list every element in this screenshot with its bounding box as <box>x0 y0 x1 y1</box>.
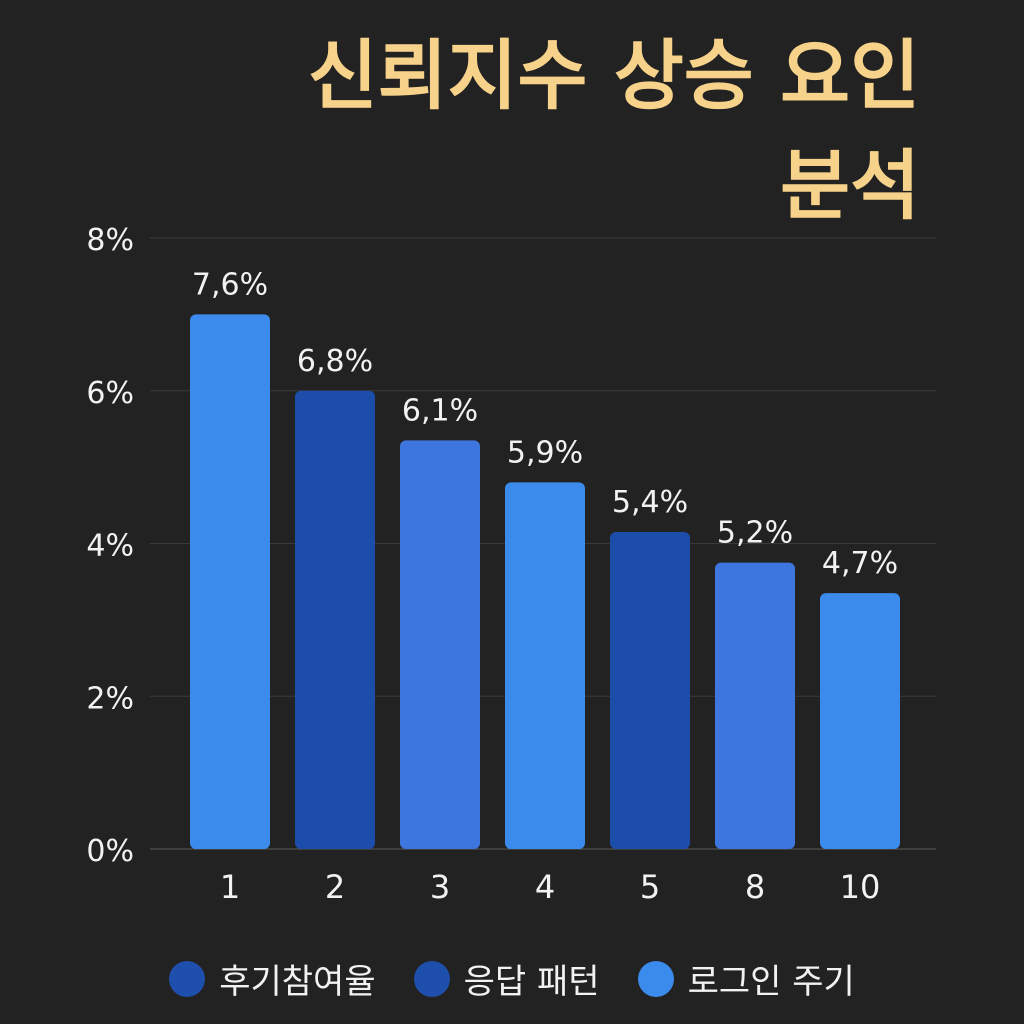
chart-title-line1: 신뢰지수 상승 요인 <box>307 31 920 120</box>
x-tick-label: 2 <box>325 868 345 906</box>
legend-swatch <box>169 960 206 997</box>
legend-label: 후기참여율 <box>219 962 376 1002</box>
bar <box>715 562 795 849</box>
data-label: 6,1% <box>402 393 478 428</box>
legend-swatch <box>637 960 674 997</box>
legend-item: 응답 패턴 <box>413 954 600 1003</box>
bar <box>505 482 585 849</box>
bar <box>190 314 270 849</box>
y-tick-label: 0% <box>86 834 134 869</box>
legend-label: 로그인 주기 <box>687 962 855 1002</box>
x-tick-label: 3 <box>430 868 450 906</box>
x-tick-label: 5 <box>640 868 660 906</box>
x-tick-label: 10 <box>840 868 881 906</box>
chart-title-line2: 분석 <box>780 141 920 230</box>
bar <box>295 390 375 849</box>
legend-swatch <box>413 960 450 997</box>
y-tick-label: 8% <box>86 223 134 258</box>
data-label: 5,9% <box>507 435 583 470</box>
y-tick-label: 2% <box>86 681 134 716</box>
x-tick-label: 1 <box>220 868 240 906</box>
y-tick-label: 4% <box>86 529 134 564</box>
data-label: 6,8% <box>297 344 373 379</box>
data-label: 4,7% <box>822 546 898 581</box>
legend: 후기참여율 응답 패턴 로그인 주기 <box>0 954 1024 1003</box>
data-label: 5,4% <box>612 485 688 520</box>
data-label: 5,2% <box>717 516 793 551</box>
legend-item: 후기참여율 <box>169 954 376 1003</box>
legend-label: 응답 패턴 <box>463 962 600 1002</box>
bar <box>820 593 900 849</box>
x-tick-label: 4 <box>535 868 555 906</box>
bar <box>610 532 690 849</box>
data-label: 7,6% <box>192 267 268 302</box>
y-tick-label: 6% <box>86 376 134 411</box>
x-tick-label: 8 <box>745 868 765 906</box>
bar <box>400 440 480 849</box>
legend-item: 로그인 주기 <box>637 954 855 1003</box>
